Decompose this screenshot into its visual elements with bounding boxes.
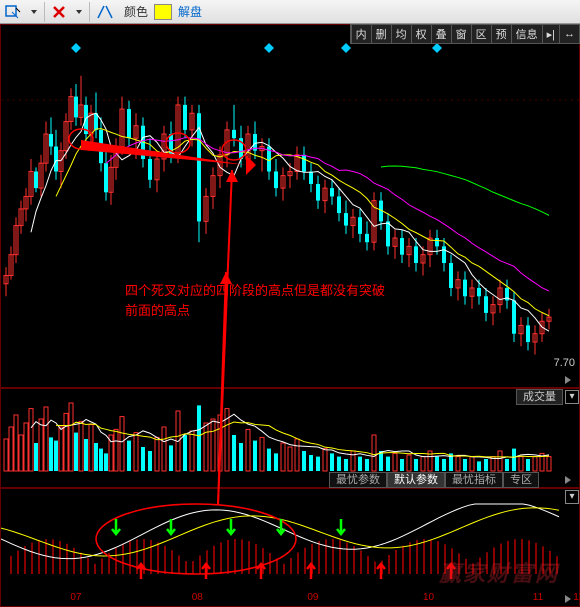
dropdown-arrow-1[interactable] [26, 1, 42, 23]
right-tb-叠[interactable]: 叠 [431, 24, 451, 44]
x-tick: 08 [192, 592, 203, 603]
right-tb-权[interactable]: 权 [411, 24, 431, 44]
annotation-line-2: 前面的高点 [125, 301, 190, 321]
dropdown-arrow-2[interactable] [71, 1, 87, 23]
tab-1[interactable]: 默认参数 [387, 472, 445, 488]
line-tool-button[interactable] [92, 1, 118, 23]
vol-scroll-right-arrow[interactable] [565, 476, 571, 484]
right-tb-区[interactable]: 区 [471, 24, 491, 44]
right-tb-删[interactable]: 删 [371, 24, 391, 44]
right-tb-均[interactable]: 均 [391, 24, 411, 44]
right-tb-信息[interactable]: 信息 [511, 24, 542, 44]
right-tb-↔[interactable]: ↔ [559, 24, 579, 44]
scroll-right-arrow[interactable] [565, 376, 571, 384]
tab-3[interactable]: 专区 [503, 472, 539, 488]
right-tb-窗[interactable]: 窗 [451, 24, 471, 44]
color-label: 颜色 [118, 3, 154, 20]
watermark: 赢家财富网 [439, 556, 559, 588]
x-tick: 07 [70, 592, 81, 603]
jiepan-button[interactable]: 解盘 [172, 3, 208, 20]
volume-tab-bar: 最忧参数默认参数最忧指标专区 [329, 472, 539, 488]
indicator-expand-button[interactable]: ▾ [565, 490, 579, 504]
last-price-label: 7.70 [554, 357, 575, 369]
annotation-line-1: 四个死叉对应的四阶段的高点但是都没有突破 [125, 281, 385, 301]
x-tick: 12 [573, 592, 580, 603]
volume-expand-button[interactable]: ▾ [565, 390, 579, 404]
volume-header-label: 成交量 [516, 389, 563, 405]
tab-2[interactable]: 最忧指标 [445, 472, 503, 488]
volume-panel[interactable]: 成交量 ▾ 最忧参数默认参数最忧指标专区 [0, 388, 580, 488]
x-tick: 10 [423, 592, 434, 603]
top-toolbar: 颜色 解盘 [0, 0, 580, 24]
right-tb-内[interactable]: 内 [351, 24, 371, 44]
x-tick: 09 [307, 592, 318, 603]
x-axis: 07 08 09 10 11 12 [1, 592, 579, 606]
indicator-panel[interactable]: ▾ 07 08 09 10 11 12 赢家财富网 [0, 488, 580, 607]
select-tool-button[interactable] [0, 1, 26, 23]
right-toolbar: 内删均权叠窗区预信息▸|↔ [350, 24, 580, 44]
ind-scroll-right-arrow[interactable] [565, 595, 571, 603]
delete-button[interactable] [47, 1, 71, 23]
x-tick: 11 [533, 592, 543, 603]
color-swatch[interactable] [154, 4, 172, 20]
right-tb-预[interactable]: 预 [491, 24, 511, 44]
right-tb-▸|[interactable]: ▸| [542, 24, 559, 44]
tab-0[interactable]: 最忧参数 [329, 472, 387, 488]
main-chart-panel[interactable]: 四个死叉对应的四阶段的高点但是都没有突破 前面的高点 7.70 [0, 24, 580, 388]
